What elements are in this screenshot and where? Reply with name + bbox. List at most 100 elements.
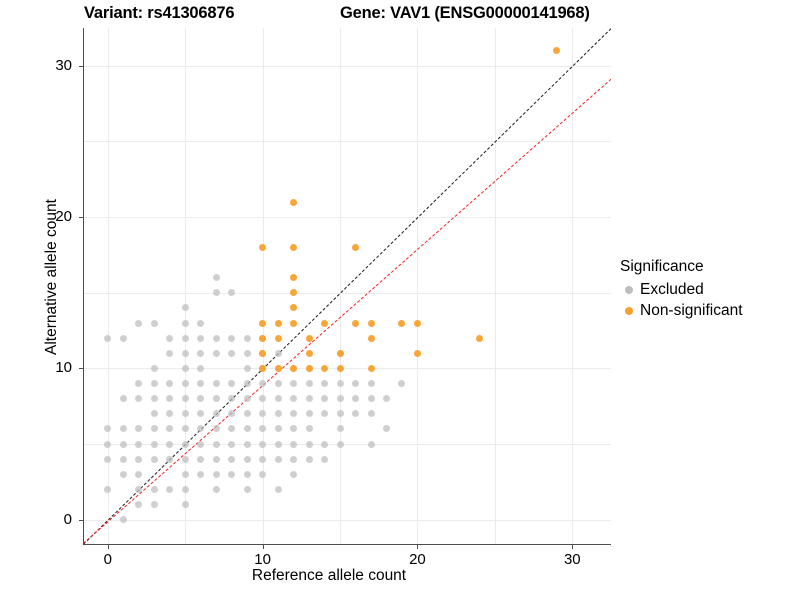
x-tick-label: 30: [563, 551, 581, 568]
legend-item-non-significant[interactable]: Non-significant: [620, 300, 800, 321]
data-point: [290, 470, 298, 478]
data-point: [553, 47, 561, 55]
data-point: [290, 440, 298, 448]
data-point: [290, 304, 298, 312]
data-point: [290, 425, 298, 433]
data-point: [228, 395, 236, 403]
data-point: [104, 334, 112, 342]
data-point: [135, 380, 143, 388]
gene-title: Gene: VAV1 (ENSG00000141968): [340, 4, 590, 22]
x-tick-label: 20: [409, 551, 426, 568]
figure-titles: Variant: rs41306876 Gene: VAV1 (ENSG0000…: [0, 2, 800, 28]
data-point: [290, 198, 298, 206]
data-point: [305, 395, 313, 403]
legend-item-excluded[interactable]: Excluded: [620, 279, 800, 300]
data-point: [135, 501, 143, 509]
data-point: [135, 319, 143, 327]
data-point: [135, 440, 143, 448]
data-point: [321, 455, 329, 463]
data-point: [212, 380, 220, 388]
data-point: [135, 395, 143, 403]
data-point: [382, 425, 390, 433]
data-point: [243, 425, 251, 433]
data-point: [367, 410, 375, 418]
y-tick-label: 20: [55, 208, 72, 226]
gridline-v: [572, 28, 574, 544]
data-point: [259, 440, 267, 448]
data-point: [212, 486, 220, 494]
x-tick: [572, 545, 574, 549]
data-point: [135, 455, 143, 463]
data-point: [228, 289, 236, 297]
data-point: [150, 455, 158, 463]
data-point: [104, 425, 112, 433]
data-point: [212, 470, 220, 478]
data-point: [119, 470, 127, 478]
y-tick: [79, 368, 83, 370]
data-point: [305, 364, 313, 372]
y-tick-label: 0: [63, 510, 72, 528]
legend-item-label: Non-significant: [640, 301, 743, 319]
data-point: [259, 243, 267, 251]
data-point: [305, 380, 313, 388]
gridline-h: [83, 444, 611, 446]
data-point: [135, 425, 143, 433]
data-point: [259, 410, 267, 418]
data-point: [181, 380, 189, 388]
data-point: [228, 440, 236, 448]
data-point: [259, 334, 267, 342]
data-point: [243, 486, 251, 494]
data-point: [274, 410, 282, 418]
data-point: [321, 395, 329, 403]
data-point: [197, 364, 205, 372]
data-point: [305, 334, 313, 342]
data-point: [413, 319, 421, 327]
data-point: [290, 455, 298, 463]
x-tick: [417, 545, 419, 549]
legend-marker-icon: [620, 302, 638, 320]
data-point: [321, 364, 329, 372]
data-point: [352, 243, 360, 251]
data-point: [212, 425, 220, 433]
data-point: [243, 470, 251, 478]
data-point: [243, 440, 251, 448]
data-point: [274, 455, 282, 463]
y-tick: [79, 519, 83, 521]
data-point: [119, 516, 127, 524]
data-point: [274, 380, 282, 388]
data-point: [166, 410, 174, 418]
data-point: [228, 380, 236, 388]
data-point: [367, 319, 375, 327]
reference-line-identity: [83, 28, 611, 544]
data-point: [274, 364, 282, 372]
plot-panel: [83, 28, 611, 544]
y-tick-label: 10: [55, 359, 72, 377]
data-point: [212, 455, 220, 463]
data-point: [321, 440, 329, 448]
data-point: [166, 455, 174, 463]
data-point: [150, 410, 158, 418]
legend-dot: [625, 306, 633, 315]
data-point: [181, 304, 189, 312]
data-point: [259, 470, 267, 478]
data-point: [197, 319, 205, 327]
variant-title: Variant: rs41306876: [84, 4, 235, 22]
data-point: [119, 334, 127, 342]
data-point: [150, 425, 158, 433]
data-point: [274, 425, 282, 433]
data-point: [181, 319, 189, 327]
gridline-v: [340, 28, 342, 544]
data-point: [336, 380, 344, 388]
data-point: [367, 334, 375, 342]
data-point: [228, 455, 236, 463]
data-point: [212, 395, 220, 403]
data-point: [150, 501, 158, 509]
data-point: [259, 319, 267, 327]
data-point: [135, 470, 143, 478]
x-tick: [262, 545, 264, 549]
data-point: [305, 455, 313, 463]
data-point: [259, 425, 267, 433]
y-tick: [79, 217, 83, 219]
data-point: [212, 440, 220, 448]
